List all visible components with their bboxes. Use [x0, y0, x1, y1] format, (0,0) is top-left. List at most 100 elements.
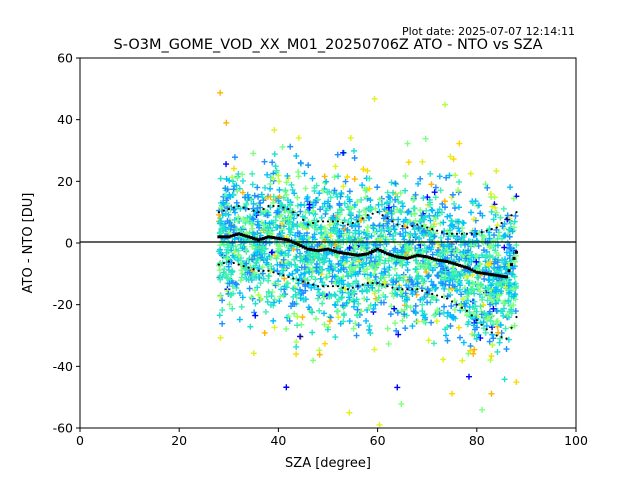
scatter-point [384, 199, 391, 206]
scatter-point [380, 271, 387, 278]
scatter-point [502, 283, 509, 290]
lower-band-point [431, 292, 434, 295]
scatter-point [354, 312, 361, 319]
scatter-point [257, 280, 264, 287]
y-tick-label: 0 [65, 236, 73, 251]
scatter-point [240, 215, 247, 222]
scatter-point [297, 257, 304, 264]
scatter-point [239, 294, 246, 301]
scatter-point [374, 184, 381, 191]
scatter-point [295, 168, 302, 175]
scatter-point [496, 292, 503, 299]
scatter-point [471, 346, 478, 353]
upper-band-point [371, 212, 374, 215]
scatter-point [402, 187, 409, 194]
scatter-point [239, 245, 246, 252]
upper-band-point [272, 204, 275, 208]
median-point [383, 251, 387, 255]
scatter-point [233, 199, 240, 206]
scatter-point [320, 294, 327, 301]
scatter-point [299, 314, 306, 321]
scatter-point [361, 268, 368, 275]
scatter-point [229, 305, 236, 312]
scatter-point [325, 198, 332, 205]
scatter-point [263, 293, 270, 300]
y-axis-label: ATO - NTO [DU] [21, 193, 36, 294]
scatter-point [323, 178, 330, 185]
scatter-point [387, 311, 394, 318]
scatter-point [346, 294, 353, 301]
scatter-point [257, 295, 264, 302]
scatter-point [313, 226, 320, 233]
scatter-point [399, 317, 406, 324]
median-point [358, 253, 362, 257]
lower-band-point [297, 278, 300, 282]
median-point [264, 236, 268, 240]
scatter-point [467, 347, 474, 354]
scatter-point [249, 243, 256, 250]
scatter-point [451, 297, 458, 304]
scatter-point [395, 198, 402, 205]
scatter-point [433, 318, 440, 325]
scatter-point [456, 140, 463, 147]
scatter-point [419, 249, 426, 256]
scatter-point [442, 326, 449, 333]
scatter-point [504, 311, 511, 318]
scatter-point [270, 317, 277, 324]
y-tick-label: -60 [53, 421, 73, 436]
scatter-point [420, 232, 427, 239]
scatter-point [447, 212, 454, 219]
scatter-point [453, 235, 460, 242]
median-point [353, 253, 357, 257]
scatter-point [245, 277, 252, 284]
scatter-point [457, 302, 464, 309]
scatter-point [243, 247, 250, 254]
scatter-point [267, 262, 274, 269]
median-point [482, 271, 486, 275]
median-point [262, 236, 266, 240]
scatter-point [321, 200, 328, 207]
upper-band-point [396, 223, 399, 226]
scatter-point [479, 406, 486, 413]
scatter-point [439, 265, 446, 272]
scatter-point [469, 200, 476, 207]
scatter-point [396, 274, 403, 281]
scatter-point [497, 214, 504, 221]
scatter-point [505, 226, 512, 233]
scatter-point [432, 184, 439, 191]
scatter-point [392, 230, 399, 237]
upper-band-point [386, 217, 389, 220]
scatter-point [365, 304, 372, 311]
scatter-point [283, 284, 290, 291]
upper-band-point [436, 229, 439, 232]
scatter-point [313, 182, 320, 189]
scatter-point [510, 293, 517, 300]
upper-band-point [480, 231, 483, 234]
scatter-point [217, 175, 224, 182]
scatter-point [499, 235, 506, 242]
scatter-point [292, 232, 299, 239]
scatter-point [246, 269, 253, 276]
scatter-point [428, 294, 435, 301]
scatter-point [324, 189, 331, 196]
scatter-point [431, 312, 438, 319]
scatter-point [251, 309, 258, 316]
median-point [227, 235, 231, 239]
scatter-point [393, 278, 400, 285]
lower-band-point [450, 300, 454, 303]
scatter-point [276, 178, 283, 185]
scatter-point [352, 320, 359, 327]
scatter-point [282, 291, 289, 298]
scatter-point [355, 300, 362, 307]
y-tick-label: 40 [57, 112, 73, 127]
scatter-point [500, 299, 507, 306]
median-point [341, 251, 345, 255]
scatter-point [505, 314, 512, 321]
scatter-point [264, 229, 271, 236]
scatter-point [274, 261, 281, 268]
scatter-point [226, 301, 233, 308]
scatter-point [390, 279, 397, 286]
scatter-point [387, 194, 394, 201]
scatter-point [455, 187, 462, 194]
scatter-point [479, 252, 486, 259]
